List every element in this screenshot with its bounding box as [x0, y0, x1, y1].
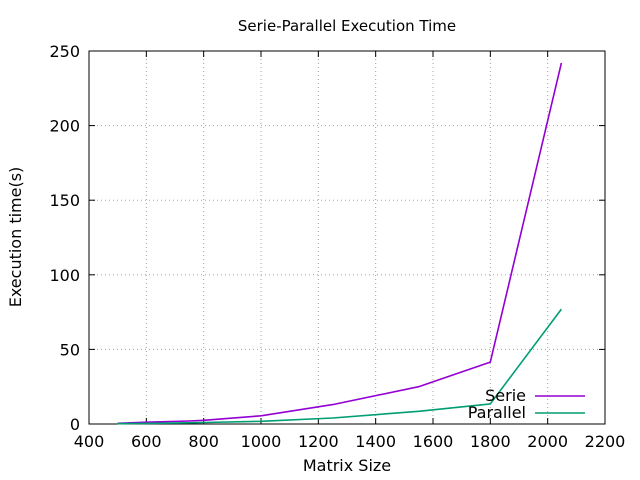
- y-tick-label: 200: [49, 117, 80, 136]
- chart-title: Serie-Parallel Execution Time: [238, 17, 456, 35]
- legend-label-serie: Serie: [485, 386, 526, 405]
- series: [117, 62, 563, 425]
- x-tick-label: 1000: [241, 432, 282, 451]
- x-tick-label: 600: [131, 432, 162, 451]
- x-tick-label: 2200: [585, 432, 626, 451]
- series-line-parallel: [117, 308, 563, 425]
- y-tick-label: 150: [49, 191, 80, 210]
- y-axis: 0 50 100 150 200 250: [49, 42, 605, 434]
- x-axis: 400 600 800 1000 1200 1400 1600 1800 2000 2200: [74, 51, 626, 451]
- y-tick-label: 50: [60, 340, 80, 359]
- x-tick-label: 1600: [413, 432, 454, 451]
- plot-frame: [88, 50, 606, 425]
- y-tick-label: 0: [70, 415, 80, 434]
- x-axis-title: Matrix Size: [303, 456, 391, 475]
- y-tick-label: 100: [49, 266, 80, 285]
- x-tick-label: 800: [188, 432, 219, 451]
- y-tick-label: 250: [49, 42, 80, 61]
- y-axis-title: Execution time(s): [6, 167, 25, 308]
- x-tick-label: 1400: [355, 432, 396, 451]
- grid: [89, 51, 605, 424]
- series-line-serie: [117, 62, 563, 425]
- legend-label-parallel: Parallel: [468, 403, 526, 422]
- x-tick-label: 2000: [527, 432, 568, 451]
- x-tick-label: 400: [74, 432, 105, 451]
- x-tick-label: 1800: [470, 432, 511, 451]
- x-tick-label: 1200: [298, 432, 339, 451]
